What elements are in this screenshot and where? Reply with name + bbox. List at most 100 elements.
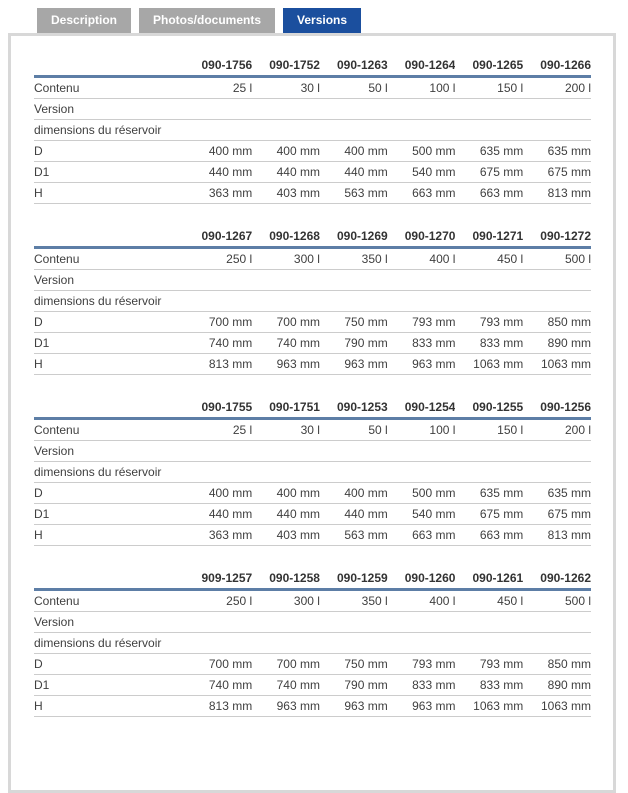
spec-row-contenu: Contenu 25 l 30 l 50 l 100 l 150 l 200 l bbox=[34, 418, 591, 441]
spec-value: 100 l bbox=[387, 418, 456, 441]
spec-value bbox=[319, 440, 388, 462]
spec-value: 450 l bbox=[455, 589, 524, 612]
spec-value: 963 mm bbox=[252, 695, 320, 717]
spec-value: 833 mm bbox=[455, 332, 524, 354]
product-code: 090-1271 bbox=[472, 229, 524, 243]
product-code: 090-1264 bbox=[404, 58, 456, 72]
row-label: D1 bbox=[34, 161, 185, 183]
spec-value: 740 mm bbox=[184, 674, 253, 696]
product-code: 090-1272 bbox=[540, 229, 591, 243]
product-code: 090-1752 bbox=[269, 58, 320, 72]
row-label: D1 bbox=[34, 674, 185, 696]
spec-value: 963 mm bbox=[387, 353, 456, 375]
tab-description[interactable]: Description bbox=[37, 8, 132, 33]
empty-header-cell bbox=[34, 55, 184, 77]
spec-value: 1063 mm bbox=[455, 695, 524, 717]
row-label: Version bbox=[34, 269, 185, 291]
spec-value: 700 mm bbox=[184, 653, 253, 675]
spec-value: 300 l bbox=[252, 247, 320, 270]
spec-value: 150 l bbox=[455, 76, 524, 99]
row-label: dimensions du réservoir bbox=[34, 119, 591, 141]
spec-value bbox=[252, 98, 320, 120]
spec-row-dimensions: dimensions du réservoir bbox=[34, 632, 591, 654]
product-code: 090-1755 bbox=[201, 400, 253, 414]
spec-row-dimensions: dimensions du réservoir bbox=[34, 461, 591, 483]
spec-value bbox=[252, 611, 320, 633]
row-label: dimensions du réservoir bbox=[34, 290, 591, 312]
spec-value: 1063 mm bbox=[523, 353, 591, 375]
spec-value bbox=[387, 440, 456, 462]
spec-value: 740 mm bbox=[252, 332, 320, 354]
spec-value: 813 mm bbox=[184, 695, 253, 717]
spec-value: 500 mm bbox=[387, 482, 456, 504]
spec-value bbox=[319, 269, 388, 291]
spec-row-h: H 363 mm 403 mm 563 mm 663 mm 663 mm 813 mm bbox=[34, 524, 591, 546]
row-label: D bbox=[34, 140, 185, 162]
row-label: D bbox=[34, 653, 185, 675]
product-code: 090-1254 bbox=[404, 400, 456, 414]
spec-value: 890 mm bbox=[523, 674, 591, 696]
product-code: 090-1263 bbox=[336, 58, 388, 72]
spec-row-contenu: Contenu 250 l 300 l 350 l 400 l 450 l 500 l bbox=[34, 589, 591, 612]
spec-value: 300 l bbox=[252, 589, 320, 612]
spec-row-version: Version bbox=[34, 611, 591, 633]
tab-photos-documents[interactable]: Photos/documents bbox=[139, 8, 276, 33]
row-label: Contenu bbox=[34, 589, 185, 612]
spec-value: 790 mm bbox=[319, 332, 388, 354]
spec-value bbox=[319, 98, 388, 120]
row-label: D bbox=[34, 311, 185, 333]
spec-value bbox=[523, 611, 591, 633]
spec-value bbox=[387, 611, 456, 633]
spec-value: 790 mm bbox=[319, 674, 388, 696]
versions-panel: 090-1756 090-1752 090-1263 090-1264 090-1265… bbox=[8, 33, 616, 793]
spec-value: 813 mm bbox=[523, 182, 591, 204]
product-code-row: 909-1257 090-1258 090-1259 090-1260 090-1261… bbox=[34, 568, 591, 590]
spec-value: 675 mm bbox=[455, 161, 524, 183]
spec-value: 750 mm bbox=[319, 653, 388, 675]
spec-row-d: D 400 mm 400 mm 400 mm 500 mm 635 mm 635 mm bbox=[34, 482, 591, 504]
spec-value: 350 l bbox=[319, 247, 388, 270]
spec-value: 200 l bbox=[523, 418, 591, 441]
row-label: H bbox=[34, 353, 185, 375]
spec-value: 25 l bbox=[184, 76, 253, 99]
spec-value: 675 mm bbox=[523, 503, 591, 525]
spec-value: 813 mm bbox=[184, 353, 253, 375]
spec-value: 440 mm bbox=[252, 161, 320, 183]
product-code: 090-1253 bbox=[336, 400, 388, 414]
spec-row-contenu: Contenu 25 l 30 l 50 l 100 l 150 l 200 l bbox=[34, 76, 591, 99]
spec-value: 740 mm bbox=[252, 674, 320, 696]
spec-value bbox=[455, 269, 524, 291]
spec-value: 400 l bbox=[387, 589, 456, 612]
spec-value: 663 mm bbox=[455, 524, 524, 546]
spec-value: 1063 mm bbox=[455, 353, 524, 375]
row-label: D1 bbox=[34, 503, 185, 525]
row-label: Version bbox=[34, 611, 185, 633]
tab-versions[interactable]: Versions bbox=[283, 8, 362, 33]
spec-value: 100 l bbox=[387, 76, 456, 99]
spec-value: 635 mm bbox=[523, 140, 591, 162]
empty-header-cell bbox=[34, 397, 184, 419]
empty-header-cell bbox=[34, 568, 184, 590]
spec-value: 793 mm bbox=[387, 653, 456, 675]
spec-row-h: H 363 mm 403 mm 563 mm 663 mm 663 mm 813 mm bbox=[34, 182, 591, 204]
spec-row-dimensions: dimensions du réservoir bbox=[34, 290, 591, 312]
row-label: H bbox=[34, 182, 185, 204]
spec-value: 150 l bbox=[455, 418, 524, 441]
spec-value: 200 l bbox=[523, 76, 591, 99]
product-code: 090-1255 bbox=[472, 400, 524, 414]
product-code-row: 090-1267 090-1268 090-1269 090-1270 090-1271… bbox=[34, 226, 591, 248]
spec-row-version: Version bbox=[34, 269, 591, 291]
row-label: Contenu bbox=[34, 418, 185, 441]
product-code: 090-1256 bbox=[540, 400, 591, 414]
spec-row-d: D 700 mm 700 mm 750 mm 793 mm 793 mm 850 mm bbox=[34, 653, 591, 675]
spec-value: 635 mm bbox=[455, 482, 524, 504]
spec-value: 440 mm bbox=[184, 503, 253, 525]
versions-table-3: 090-1755 090-1751 090-1253 090-1254 090-1255… bbox=[34, 397, 591, 546]
spec-value: 813 mm bbox=[523, 524, 591, 546]
spec-value: 400 mm bbox=[184, 140, 253, 162]
spec-value: 833 mm bbox=[387, 332, 456, 354]
versions-table-2: 090-1267 090-1268 090-1269 090-1270 090-1271… bbox=[34, 226, 591, 375]
spec-row-h: H 813 mm 963 mm 963 mm 963 mm 1063 mm 1063 mm bbox=[34, 353, 591, 375]
spec-value: 675 mm bbox=[523, 161, 591, 183]
spec-row-d1: D1 440 mm 440 mm 440 mm 540 mm 675 mm 675 mm bbox=[34, 503, 591, 525]
